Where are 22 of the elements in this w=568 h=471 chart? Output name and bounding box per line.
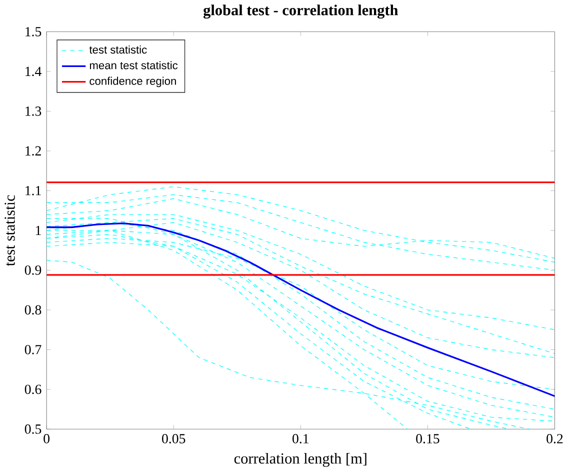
chart-title: global test - correlation length	[203, 4, 398, 18]
y-tick-label: 1.5	[26, 26, 42, 36]
y-tick-label: 1	[36, 226, 41, 235]
legend-label: mean test statistic	[90, 60, 178, 70]
y-tick-label: 0.8	[24, 305, 42, 314]
x-tick-label: 0.1	[292, 434, 308, 444]
y-tick-label: 0.5	[24, 424, 42, 434]
y-tick-label: 1.1	[26, 186, 41, 196]
y-tick-label: 1.4	[26, 66, 42, 76]
y-tick-label: 0.7	[24, 344, 42, 354]
y-tick-label: 0.9	[24, 265, 42, 275]
legend-label: confidence region	[90, 76, 176, 87]
y-axis-title: test statistic	[4, 194, 15, 266]
y-tick-label: 0.6	[24, 384, 42, 394]
x-tick-label: 0	[44, 434, 50, 444]
y-tick-label: 1.3	[26, 106, 42, 116]
x-tick-label: 0.2	[546, 434, 563, 444]
x-tick-label: 0.15	[416, 434, 440, 444]
y-tick-label: 1.2	[26, 146, 41, 156]
x-tick-label: 0.05	[162, 434, 186, 444]
legend-label: test statistic	[89, 45, 147, 54]
x-axis-title: correlation length [m]	[234, 452, 366, 467]
